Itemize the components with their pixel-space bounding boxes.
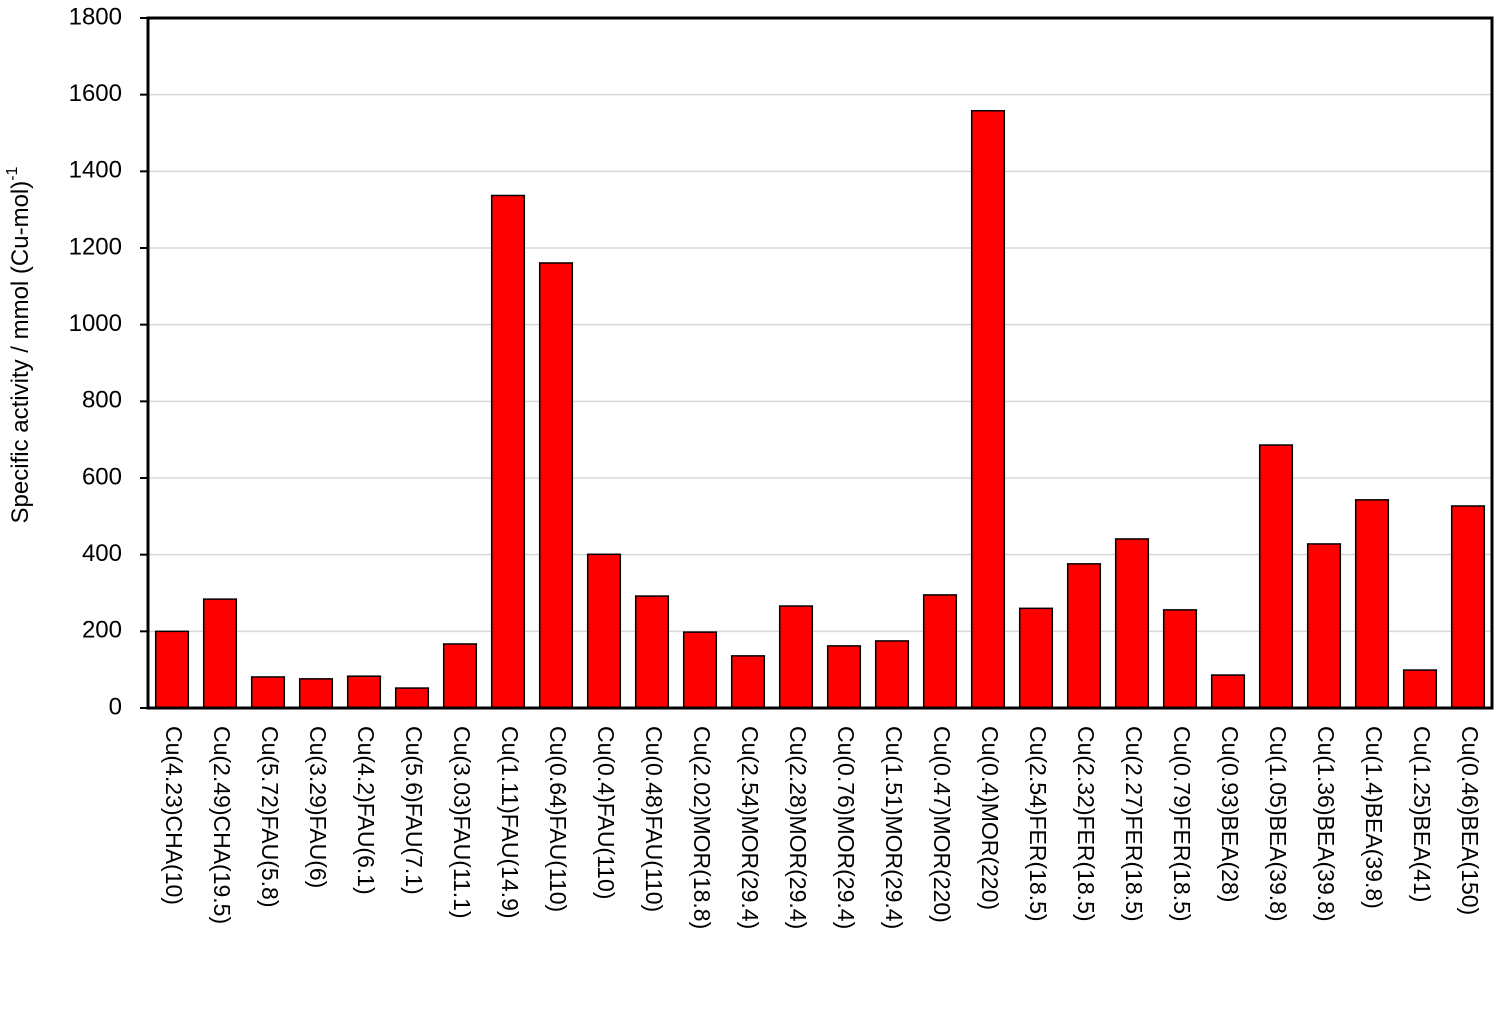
- x-tick-label: Cu(2.54)MOR(29.4): [737, 726, 763, 929]
- x-tick-label: Cu(0.93)BEA(28): [1217, 726, 1243, 902]
- x-tick-label: Cu(1.05)BEA(39.8): [1265, 726, 1291, 922]
- x-tick-label: Cu(0.79)FER(18.5): [1169, 726, 1195, 922]
- bar: [1402, 669, 1438, 709]
- x-tick-label: Cu(5.72)FAU(5.8): [257, 726, 283, 908]
- bar: [1018, 607, 1054, 709]
- x-tick-label: Cu(3.29)FAU(6): [305, 726, 331, 888]
- x-tick-label: Cu(0.47)MOR(220): [929, 726, 955, 923]
- bar: [1354, 499, 1390, 709]
- bar: [538, 262, 574, 709]
- x-tick-label: Cu(2.27)FER(18.5): [1121, 726, 1147, 922]
- bar: [1162, 609, 1198, 709]
- bar: [922, 594, 958, 709]
- x-tick-label: Cu(2.28)MOR(29.4): [785, 726, 811, 929]
- bar: [298, 678, 334, 709]
- y-tick-label: 400: [82, 540, 122, 567]
- x-tick-label: Cu(2.49)CHA(19.5): [209, 726, 235, 924]
- x-tick-label: Cu(0.4)MOR(220): [977, 726, 1003, 910]
- y-tick-label: 800: [82, 387, 122, 414]
- bar: [874, 640, 910, 709]
- bar: [826, 645, 862, 709]
- x-tick-label: Cu(3.03)FAU(11.1): [449, 726, 475, 919]
- bar: [1210, 674, 1246, 709]
- x-tick-label: Cu(0.46)BEA(150): [1457, 726, 1483, 915]
- x-tick-label: Cu(1.4)BEA(39.8): [1361, 726, 1387, 909]
- bar: [586, 553, 622, 709]
- bar: [1114, 538, 1150, 709]
- bar: [778, 605, 814, 709]
- bar: [346, 675, 382, 709]
- y-tick-label: 1800: [69, 3, 122, 30]
- y-tick-label: 1200: [69, 233, 122, 260]
- bar: [1066, 563, 1102, 709]
- x-tick-label: Cu(1.51)MOR(29.4): [881, 726, 907, 929]
- x-tick-label: Cu(2.02)MOR(18.8): [689, 726, 715, 929]
- x-tick-label: Cu(0.4)FAU(110): [593, 726, 619, 899]
- bar: [1306, 543, 1342, 709]
- y-tick-label: 1600: [69, 80, 122, 107]
- x-tick-label: Cu(0.48)FAU(110): [641, 726, 667, 912]
- bar: [682, 631, 718, 709]
- y-tick-label: 0: [109, 693, 122, 720]
- y-tick-label: 1400: [69, 157, 122, 184]
- x-tick-label: Cu(2.54)FER(18.5): [1025, 726, 1051, 922]
- y-tick-label: 600: [82, 463, 122, 490]
- y-axis-label: Specific activity / mmol (Cu-mol)-1: [4, 166, 34, 523]
- bar: [1258, 444, 1294, 709]
- x-tick-label: Cu(0.64)FAU(110): [545, 726, 571, 912]
- bar: [730, 655, 766, 709]
- bar: [394, 687, 430, 709]
- x-tick-label: Cu(1.11)FAU(14.9): [497, 726, 523, 919]
- y-tick-label: 200: [82, 617, 122, 644]
- bar: [202, 598, 238, 709]
- bar: [442, 643, 478, 709]
- x-tick-label: Cu(0.76)MOR(29.4): [833, 726, 859, 929]
- bar: [1450, 505, 1486, 709]
- x-tick-label: Cu(1.36)BEA(39.8): [1313, 726, 1339, 922]
- bar: [154, 630, 190, 709]
- x-tick-label: Cu(4.23)CHA(10): [161, 726, 187, 905]
- bar: [970, 110, 1006, 709]
- bar: [634, 595, 670, 709]
- y-axis-label-superscript: -1: [4, 166, 21, 180]
- x-tick-label: Cu(5.6)FAU(7.1): [401, 726, 427, 895]
- bar: [250, 676, 286, 709]
- plot-frame: [146, 16, 1494, 710]
- bar: [490, 194, 526, 709]
- y-axis-label-text: Specific activity / mmol (Cu-mol): [7, 181, 34, 524]
- y-tick-label: 1000: [69, 310, 122, 337]
- x-tick-label: Cu(1.25)BEA(41): [1409, 726, 1435, 902]
- x-tick-label: Cu(2.32)FER(18.5): [1073, 726, 1099, 922]
- x-tick-label: Cu(4.2)FAU(6.1): [353, 726, 379, 895]
